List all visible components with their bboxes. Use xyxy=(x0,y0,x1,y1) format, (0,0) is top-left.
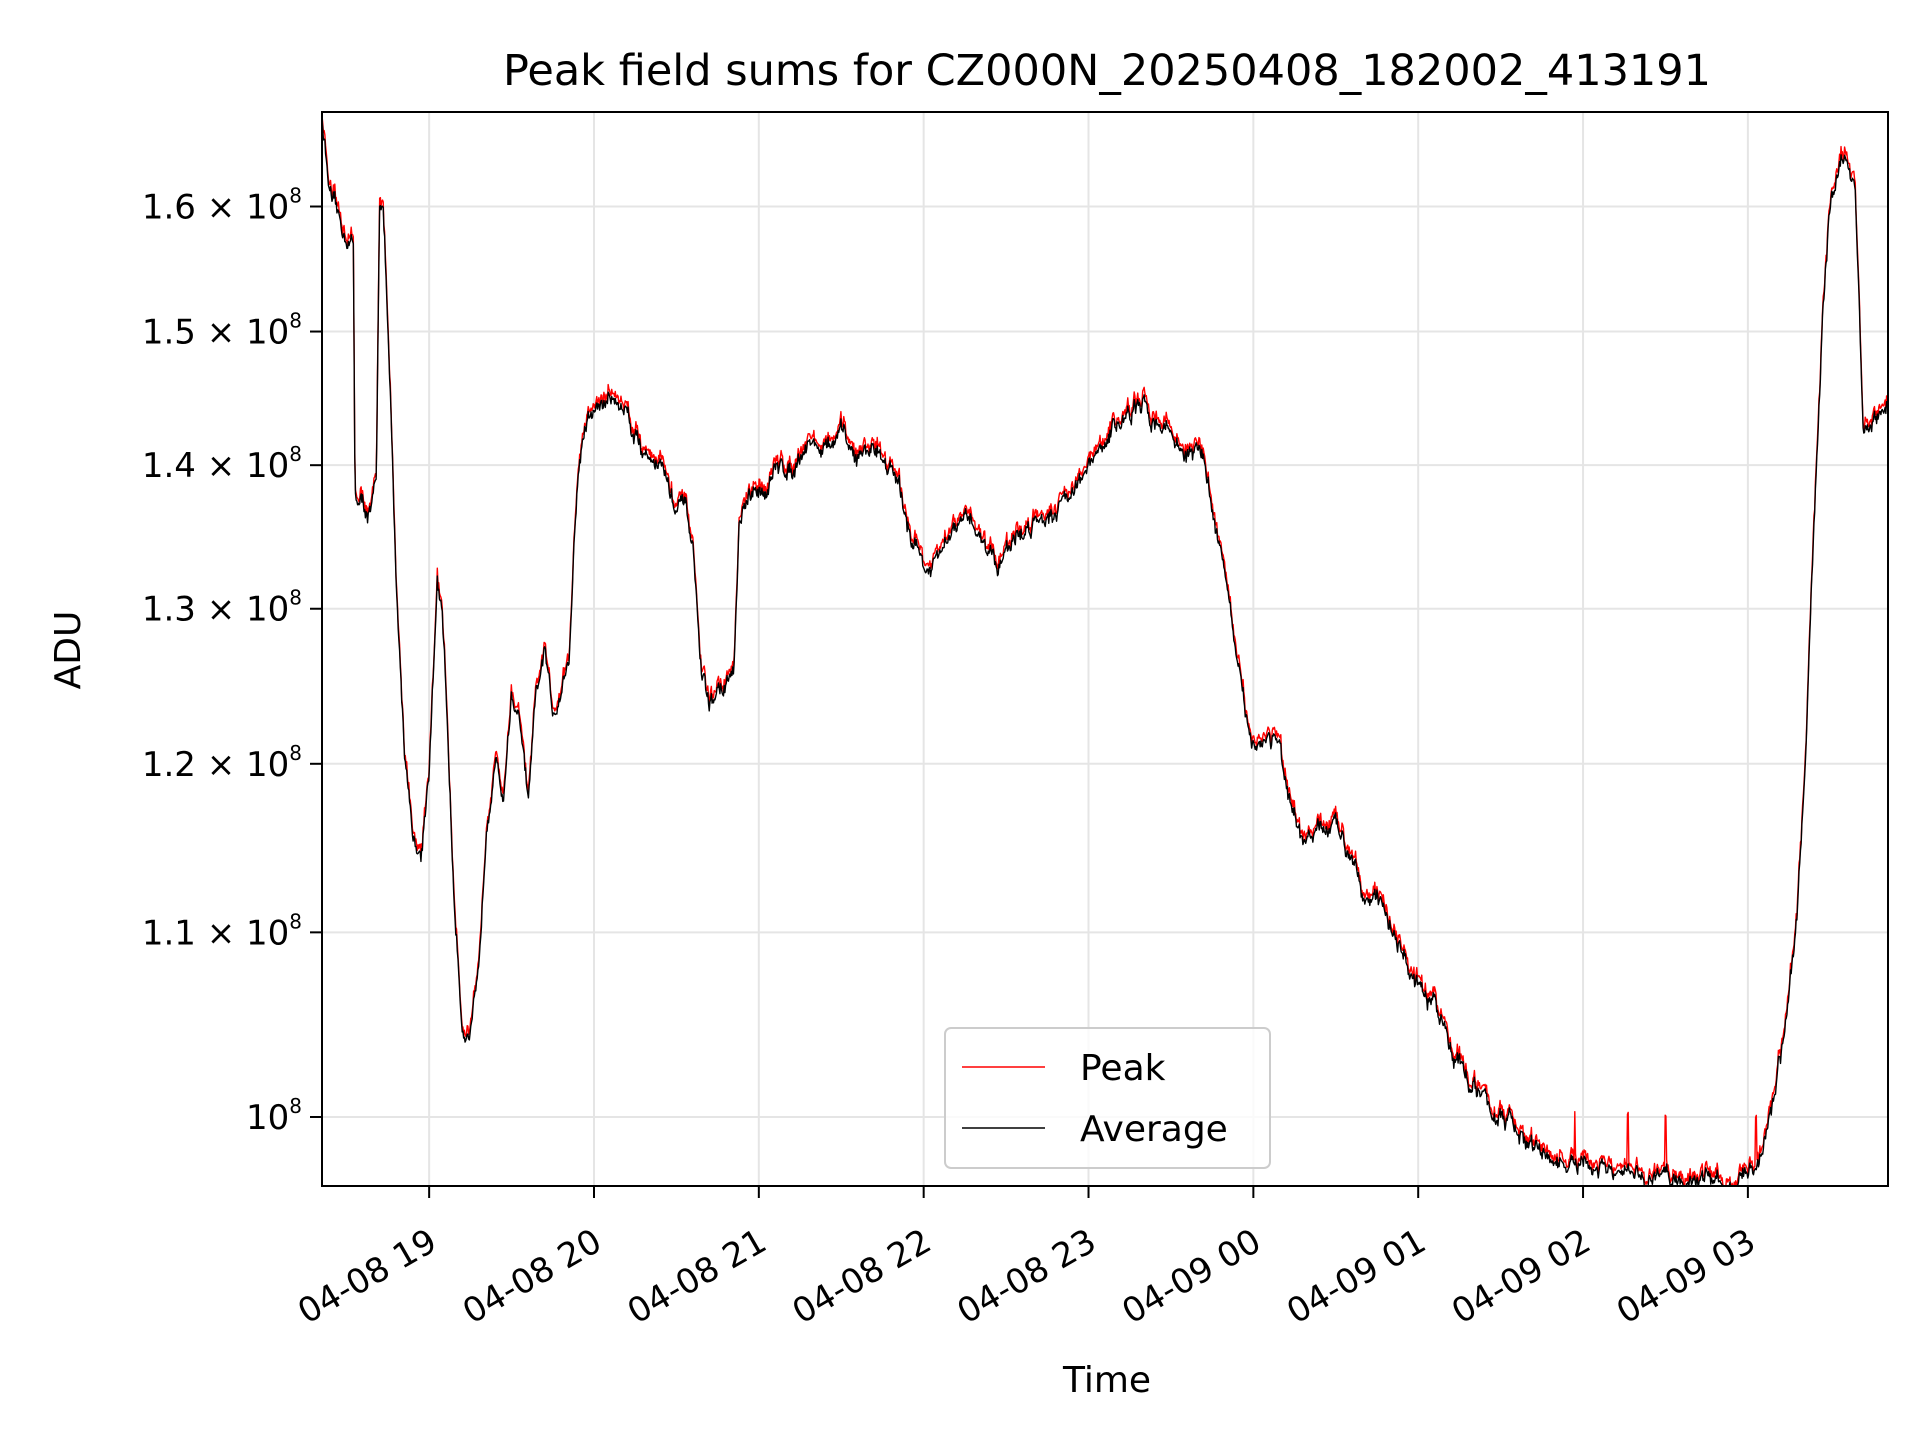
y-tick-exponent: 8 xyxy=(289,741,302,765)
legend-label-average: Average xyxy=(1080,1109,1228,1150)
y-tick-mantissa: 1.1 × 10 xyxy=(142,913,289,953)
y-tick-label: 1.2 × 108 xyxy=(142,741,302,785)
y-tick-mantissa: 10 xyxy=(246,1098,289,1138)
y-tick-label: 1.4 × 108 xyxy=(142,442,302,486)
y-axis-label: ADU xyxy=(48,611,89,690)
y-tick-exponent: 8 xyxy=(289,586,302,610)
y-tick-exponent: 8 xyxy=(289,909,302,933)
y-tick-mantissa: 1.3 × 10 xyxy=(142,590,289,630)
y-tick-exponent: 8 xyxy=(289,184,302,208)
series-line-average xyxy=(322,119,1888,1186)
y-tick-exponent: 8 xyxy=(289,442,302,466)
y-tick-label: 1.6 × 108 xyxy=(142,184,302,228)
y-tick-exponent: 8 xyxy=(289,1094,302,1118)
series-line-peak xyxy=(322,115,1888,1186)
legend-label-peak: Peak xyxy=(1080,1048,1166,1089)
series-layer xyxy=(322,115,1888,1186)
y-tick-label: 1.3 × 108 xyxy=(142,586,302,630)
legend-box xyxy=(944,1027,1271,1169)
y-tick-label: 1.5 × 108 xyxy=(142,309,302,353)
y-tick-mantissa: 1.2 × 10 xyxy=(142,745,289,785)
y-tick-exponent: 8 xyxy=(289,309,302,333)
plot-frame xyxy=(321,111,1889,1187)
y-tick-mantissa: 1.5 × 10 xyxy=(142,313,289,353)
y-tick-mantissa: 1.4 × 10 xyxy=(142,446,289,486)
y-tick-mantissa: 1.6 × 10 xyxy=(142,188,289,228)
x-axis-label: Time xyxy=(1062,1360,1151,1401)
y-tick-label: 1.1 × 108 xyxy=(142,909,302,953)
legend: Peak Average xyxy=(944,1027,1271,1169)
chart-title: Peak field sums for CZ000N_20250408_1820… xyxy=(503,46,1711,96)
y-tick-label: 108 xyxy=(246,1094,302,1138)
